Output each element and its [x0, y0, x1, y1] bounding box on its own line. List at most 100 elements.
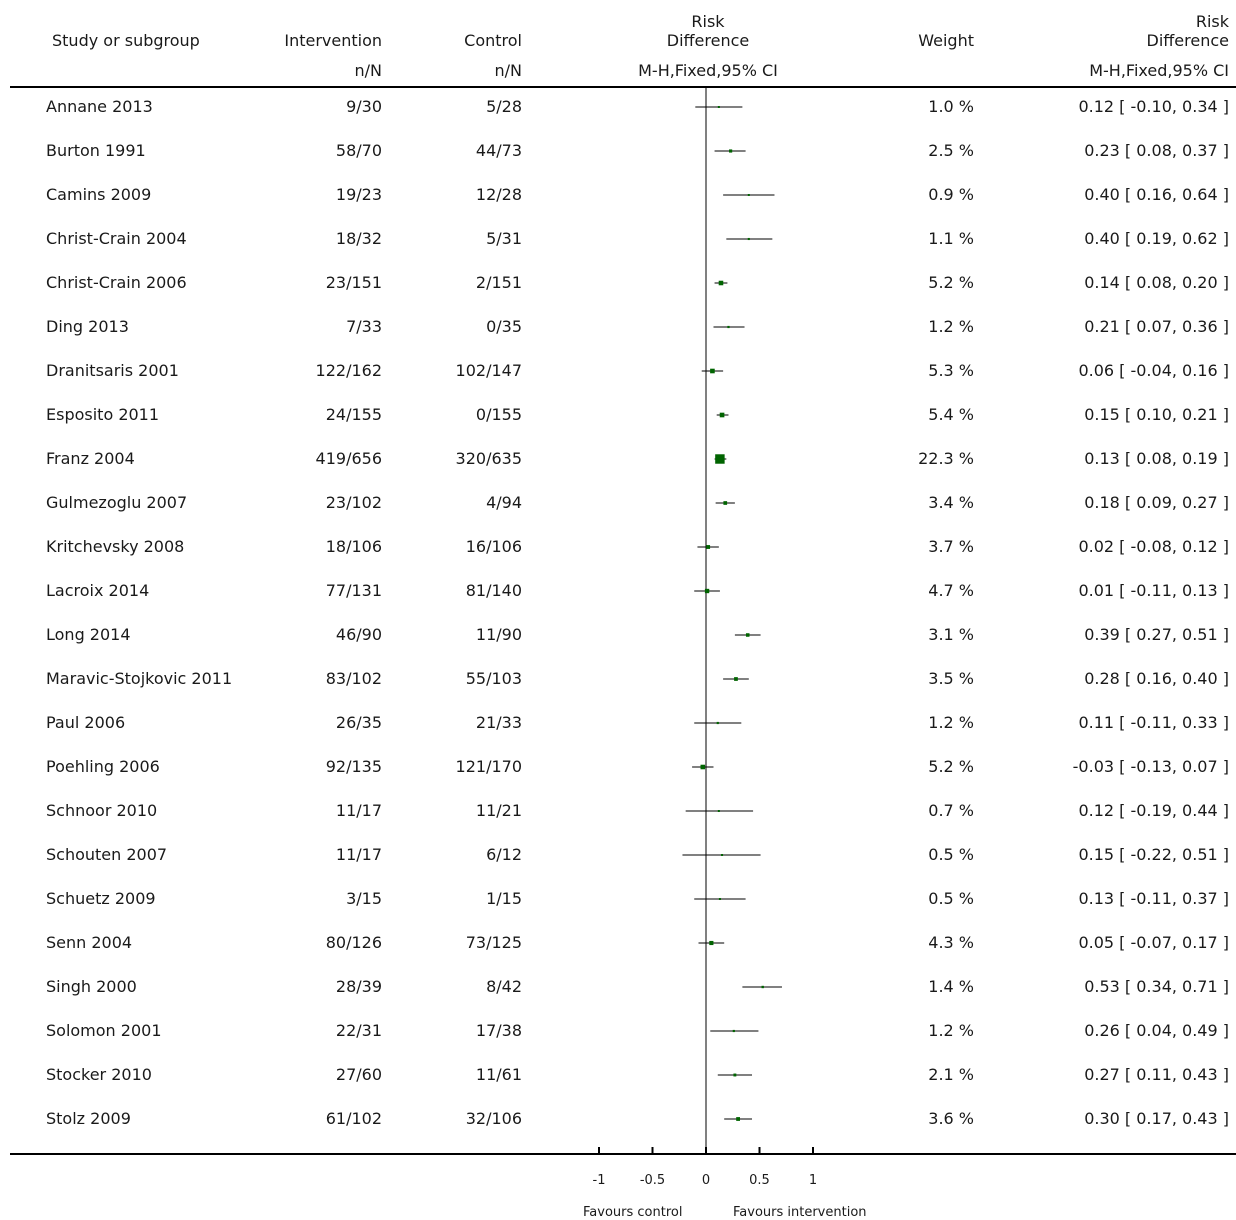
study-name: Christ-Crain 2006 — [46, 273, 187, 292]
weight-value: 1.0 % — [928, 97, 974, 116]
table-row: Christ-Crain 2004 18/32 5/31 1.1 % 0.40 [ 0.… — [0, 218, 1236, 262]
control-count: 8/42 — [486, 977, 522, 996]
table-row: Schuetz 2009 3/15 1/15 0.5 % 0.13 [ -0.11, 0… — [0, 878, 1236, 922]
study-name: Lacroix 2014 — [46, 581, 150, 600]
intervention-count: 58/70 — [335, 141, 382, 160]
table-row: Maravic-Stojkovic 2011 83/102 55/103 3.5 % 0… — [0, 658, 1236, 702]
intervention-count: 3/15 — [346, 889, 382, 908]
effect-marker — [718, 898, 721, 900]
study-name: Ding 2013 — [46, 317, 129, 336]
study-name: Poehling 2006 — [46, 757, 160, 776]
study-name: Franz 2004 — [46, 449, 135, 468]
header-effect-line2: Difference — [666, 31, 750, 50]
table-row: Schouten 2007 11/17 6/12 0.5 % 0.15 [ -0.22,… — [0, 834, 1236, 878]
control-count: 121/170 — [455, 757, 522, 776]
weight-value: 1.2 % — [928, 1021, 974, 1040]
header-weight: Weight — [918, 31, 974, 50]
study-name: Schnoor 2010 — [46, 801, 158, 820]
control-count: 17/38 — [475, 1021, 522, 1040]
intervention-count: 11/17 — [335, 801, 382, 820]
favours-control-label: Favours control — [583, 1205, 683, 1220]
intervention-count: 46/90 — [335, 625, 382, 644]
control-count: 320/635 — [455, 449, 522, 468]
risk-difference-ci: 0.23 [ 0.08, 0.37 ] — [1084, 141, 1229, 160]
study-name: Camins 2009 — [46, 185, 152, 204]
intervention-count: 19/23 — [335, 185, 382, 204]
effect-marker — [736, 1117, 740, 1121]
study-name: Annane 2013 — [46, 97, 153, 116]
effect-marker — [747, 194, 750, 196]
risk-difference-ci: 0.39 [ 0.27, 0.51 ] — [1084, 625, 1229, 644]
weight-value: 0.5 % — [928, 889, 974, 908]
intervention-count: 18/32 — [335, 229, 382, 248]
header-rd-line2: Difference — [1146, 31, 1229, 50]
weight-value: 2.1 % — [928, 1065, 974, 1084]
intervention-count: 18/106 — [325, 537, 382, 556]
intervention-count: 80/126 — [325, 933, 382, 952]
control-count: 44/73 — [475, 141, 522, 160]
risk-difference-ci: 0.26 [ 0.04, 0.49 ] — [1084, 1021, 1229, 1040]
table-row: Burton 1991 58/70 44/73 2.5 % 0.23 [ 0.08, 0… — [0, 130, 1236, 174]
intervention-count: 26/35 — [335, 713, 382, 732]
effect-marker — [761, 985, 764, 989]
table-row: Stocker 2010 27/60 11/61 2.1 % 0.27 [ 0.11, … — [0, 1054, 1236, 1098]
control-count: 81/140 — [465, 581, 522, 600]
effect-marker — [716, 721, 719, 725]
effect-marker — [710, 368, 715, 374]
effect-marker — [727, 325, 730, 329]
weight-value: 3.6 % — [928, 1109, 974, 1128]
control-count: 11/61 — [475, 1065, 522, 1084]
study-name: Burton 1991 — [46, 141, 146, 160]
risk-difference-ci: 0.06 [ -0.04, 0.16 ] — [1078, 361, 1229, 380]
effect-marker — [704, 588, 710, 594]
header-rd-line1: Risk — [1195, 12, 1229, 31]
intervention-count: 23/102 — [325, 493, 382, 512]
weight-value: 22.3 % — [918, 449, 974, 468]
table-row: Kritchevsky 2008 18/106 16/106 3.7 % 0.02 [ … — [0, 526, 1236, 570]
table-row: Ding 2013 7/33 0/35 1.2 % 0.21 [ 0.07, 0.36 … — [0, 306, 1236, 350]
intervention-count: 122/162 — [315, 361, 382, 380]
axis-tick-label: 0.5 — [749, 1173, 770, 1188]
risk-difference-ci: 0.12 [ -0.10, 0.34 ] — [1078, 97, 1229, 116]
intervention-count: 28/39 — [335, 977, 382, 996]
study-name: Singh 2000 — [46, 977, 137, 996]
header-study: Study or subgroup — [52, 31, 200, 50]
axis-tick-label: 1 — [808, 1173, 818, 1188]
axis-tick-label: -0.5 — [639, 1173, 666, 1188]
effect-marker — [723, 501, 728, 505]
header-intervention-sub: n/N — [354, 61, 383, 80]
weight-value: 5.2 % — [928, 757, 974, 776]
weight-value: 3.1 % — [928, 625, 974, 644]
effect-marker — [718, 280, 724, 286]
intervention-count: 61/102 — [325, 1109, 382, 1128]
risk-difference-ci: 0.21 [ 0.07, 0.36 ] — [1084, 317, 1229, 336]
risk-difference-ci: 0.53 [ 0.34, 0.71 ] — [1084, 977, 1229, 996]
risk-difference-ci: 0.02 [ -0.08, 0.12 ] — [1078, 537, 1229, 556]
effect-marker — [717, 810, 720, 812]
header-intervention: Intervention — [284, 31, 382, 50]
effect-marker — [745, 633, 750, 637]
study-name: Senn 2004 — [46, 933, 133, 952]
table-row: Franz 2004 419/656 320/635 22.3 % 0.13 [ 0.0… — [0, 438, 1236, 482]
header-control: Control — [464, 31, 522, 50]
intervention-count: 22/31 — [335, 1021, 382, 1040]
weight-value: 0.7 % — [928, 801, 974, 820]
control-count: 5/28 — [486, 97, 522, 116]
risk-difference-ci: -0.03 [ -0.13, 0.07 ] — [1072, 757, 1229, 776]
axis-tick-label: 0 — [701, 1173, 711, 1188]
intervention-count: 23/151 — [325, 273, 382, 292]
effect-marker — [721, 854, 724, 856]
study-name: Dranitsaris 2001 — [46, 361, 179, 380]
effect-marker — [709, 940, 714, 946]
table-row: Annane 2013 9/30 5/28 1.0 % 0.12 [ -0.10, 0.… — [0, 86, 1236, 130]
effect-marker — [747, 237, 750, 241]
study-name: Long 2014 — [46, 625, 131, 644]
table-row: Solomon 2001 22/31 17/38 1.2 % 0.26 [ 0.04, … — [0, 1010, 1236, 1054]
weight-value: 5.2 % — [928, 273, 974, 292]
table-row: Lacroix 2014 77/131 81/140 4.7 % 0.01 [ -0.1… — [0, 570, 1236, 614]
control-count: 1/15 — [486, 889, 522, 908]
table-row: Schnoor 2010 11/17 11/21 0.7 % 0.12 [ -0.19,… — [0, 790, 1236, 834]
weight-value: 1.1 % — [928, 229, 974, 248]
risk-difference-ci: 0.13 [ -0.11, 0.37 ] — [1078, 889, 1229, 908]
header-effect-method: M-H,Fixed,95% CI — [638, 61, 778, 80]
